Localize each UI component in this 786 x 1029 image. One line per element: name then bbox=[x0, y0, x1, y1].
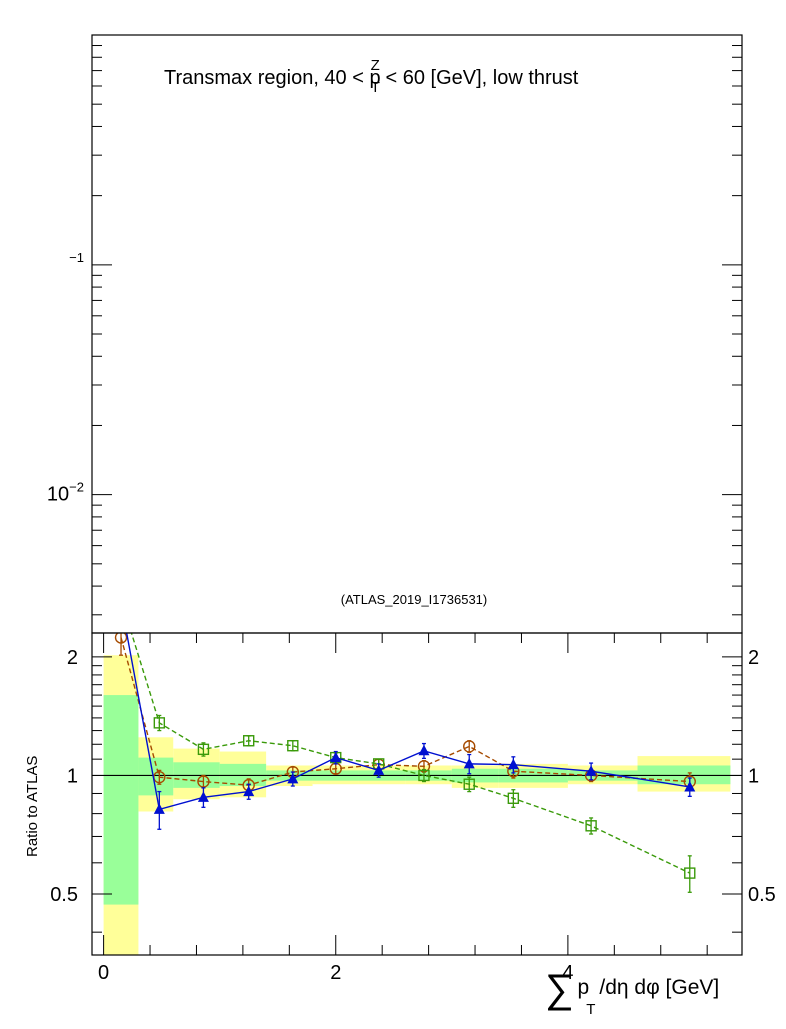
title-after: < 60 [GeV], low thrust bbox=[380, 67, 579, 89]
data-point-triangle bbox=[585, 765, 597, 776]
data-point-triangle bbox=[153, 803, 165, 814]
chart-title: Transmax region, 40 < pZ T < 60 [GeV], lo… bbox=[164, 57, 579, 96]
ratio-y-tick-label-right: 1 bbox=[748, 765, 759, 787]
data-point-circle bbox=[463, 740, 476, 753]
ratio-x-tick-label: 4 bbox=[562, 962, 573, 984]
series-line bbox=[125, 633, 690, 811]
data-point-square bbox=[463, 778, 475, 790]
ratio-y-tick-label-right: 2 bbox=[748, 647, 759, 669]
ratio-band-inner bbox=[103, 695, 139, 905]
data-point-triangle bbox=[418, 744, 430, 756]
data-point-triangle bbox=[197, 791, 209, 802]
data-point-circle bbox=[114, 633, 128, 644]
data-point-circle bbox=[197, 775, 210, 788]
series-triangle bbox=[125, 633, 696, 830]
ratio-y-axis-label: Ratio to ATLAS bbox=[24, 756, 41, 857]
x-label-p: p bbox=[578, 976, 590, 999]
ratio-axis-ticks: 0 2 4 0.5 0.5 1 1 2 2 bbox=[50, 633, 776, 984]
data-point-triangle bbox=[463, 757, 475, 769]
data-point-square bbox=[684, 867, 696, 879]
main-axis-ticks: −1 10−2 bbox=[47, 45, 742, 616]
ratio-x-tick-label: 2 bbox=[330, 962, 341, 984]
ratio-y-tick-label-left: 2 bbox=[67, 647, 78, 669]
ratio-y-tick-label-left: 0.5 bbox=[50, 884, 78, 906]
ratio-panel-frame bbox=[91, 632, 743, 956]
data-point-square bbox=[242, 735, 255, 747]
ratio-series-group bbox=[114, 633, 696, 893]
x-label-rest: /dη dφ [GeV] bbox=[599, 976, 719, 999]
data-point-triangle bbox=[330, 751, 342, 763]
series-line bbox=[120, 637, 690, 786]
title-sub: T bbox=[371, 79, 380, 96]
x-label-sum: ∑ bbox=[545, 967, 574, 1011]
data-point-square bbox=[507, 792, 520, 804]
data-point-triangle bbox=[243, 785, 255, 797]
x-axis-label: ∑ p T/dη dφ [GeV] bbox=[545, 967, 719, 1018]
data-point-square bbox=[585, 820, 597, 832]
data-point-square bbox=[418, 769, 430, 782]
ratio-y-tick-label-left: 1 bbox=[67, 765, 78, 787]
data-point-square bbox=[287, 739, 299, 752]
title-before: Transmax region, 40 < p bbox=[164, 67, 381, 89]
main-y-tick-label: −1 bbox=[69, 250, 84, 265]
analysis-reference: (ATLAS_2019_I1736531) bbox=[341, 592, 487, 607]
ratio-y-tick-label-right: 0.5 bbox=[748, 884, 776, 906]
x-label-sub: T bbox=[586, 1001, 595, 1018]
series-line bbox=[130, 633, 691, 874]
title-sup: Z bbox=[371, 57, 380, 74]
data-point-triangle bbox=[684, 780, 696, 792]
data-point-triangle bbox=[287, 772, 299, 784]
data-point-triangle bbox=[373, 764, 385, 775]
data-point-square bbox=[153, 717, 166, 729]
main-y-tick-label: 10−2 bbox=[47, 480, 84, 506]
data-point-square bbox=[197, 743, 210, 756]
data-point-triangle bbox=[507, 758, 519, 770]
ratio-x-tick-label: 0 bbox=[98, 962, 109, 984]
